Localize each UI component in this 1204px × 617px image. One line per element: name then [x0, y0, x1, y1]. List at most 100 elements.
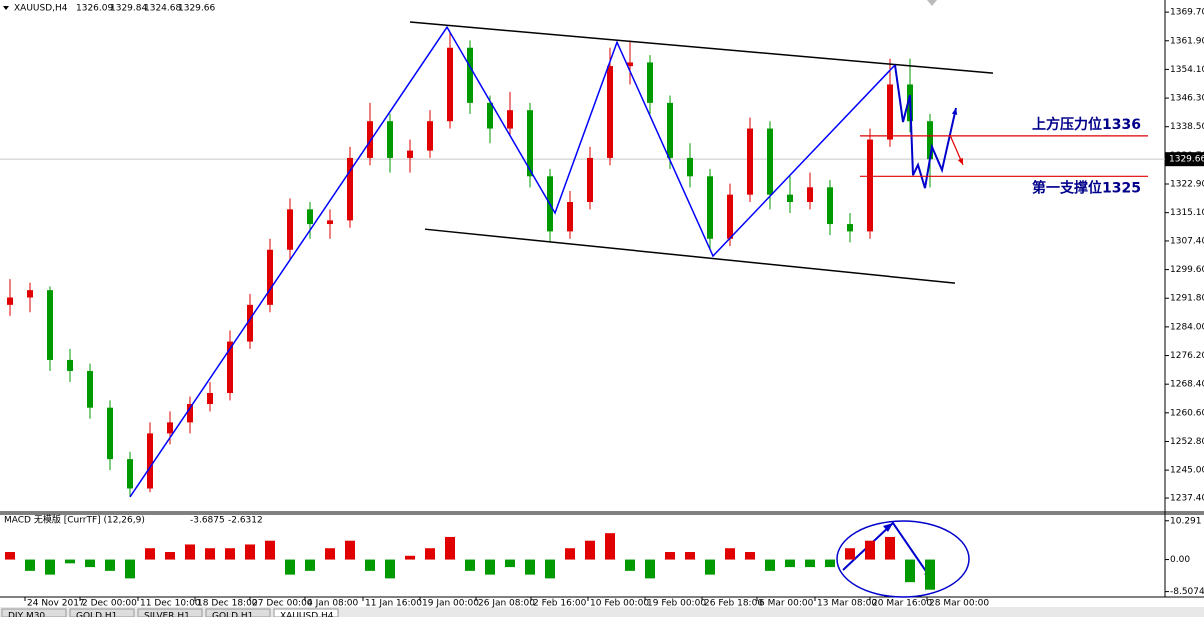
macd-bar [225, 548, 235, 560]
macd-bar [365, 559, 375, 571]
tab[interactable] [137, 608, 203, 617]
x-tick-label: 10 Feb 00:00 [590, 599, 649, 609]
macd-bar [385, 559, 395, 579]
macd-bar [325, 548, 335, 560]
tab-label[interactable]: GOLD,H1 [212, 612, 253, 617]
tab[interactable] [1, 608, 67, 617]
x-tick-label: 6 Mar 00:00 [759, 599, 814, 609]
candle-body [127, 459, 133, 489]
candle-body [527, 110, 533, 177]
macd-y-tick-label: -8.5074 [1170, 587, 1204, 597]
macd-bar [625, 559, 635, 571]
y-tick-label: 1268.40 [1170, 380, 1204, 390]
macd-bar [85, 559, 95, 568]
macd-bar [565, 548, 575, 560]
candle-body [387, 121, 393, 158]
candle-body [727, 194, 733, 239]
tab-label[interactable]: DJY,M30 [8, 612, 45, 617]
candle-body [687, 157, 693, 177]
candle-body [607, 66, 613, 158]
macd-bar [45, 559, 55, 575]
tab-label[interactable]: XAUUSD,H4 [280, 612, 334, 617]
candle-body [787, 194, 793, 203]
candle-body [367, 121, 373, 158]
candle-body [107, 407, 113, 460]
macd-bar [645, 559, 655, 579]
candle-body [147, 433, 153, 489]
header-value: 1326.09 [76, 4, 113, 14]
y-tick-label: 1307.40 [1170, 236, 1204, 246]
candle-body [87, 370, 93, 408]
macd-bar [605, 533, 615, 560]
macd-bar [5, 552, 15, 560]
y-tick-label: 1245.00 [1170, 466, 1204, 476]
tab[interactable] [205, 608, 271, 617]
candle-body [7, 297, 13, 305]
y-tick-label: 1354.10 [1170, 65, 1204, 75]
y-tick-label: 1260.60 [1170, 408, 1204, 418]
macd-bar [825, 559, 835, 568]
y-tick-label: 1338.50 [1170, 122, 1204, 132]
candle-body [67, 359, 73, 371]
candle-body [927, 121, 933, 160]
candle-body [347, 157, 353, 221]
macd-bar [745, 552, 755, 560]
y-tick-label: 1361.90 [1170, 36, 1204, 46]
candle-body [767, 128, 773, 195]
last-price-label: 1329.66 [1169, 155, 1204, 165]
macd-bar [785, 559, 795, 568]
macd-bar [465, 559, 475, 571]
candle-body [627, 62, 633, 67]
macd-bar [705, 559, 715, 575]
macd-bar [165, 552, 175, 560]
header-value: 1329.84 [110, 4, 147, 14]
x-tick-label: 11 Dec 10:00 [140, 599, 201, 609]
macd-readout: -2.6312 [228, 516, 263, 526]
candle-body [827, 187, 833, 225]
x-tick-label: 4 Jan 08:00 [307, 599, 359, 609]
macd-bar [25, 559, 35, 571]
candle-body [887, 84, 893, 140]
candle-body [807, 187, 813, 203]
candle-body [867, 139, 873, 232]
y-tick-label: 1237.40 [1170, 494, 1204, 504]
macd-bar [305, 559, 315, 571]
x-tick-label: 26 Feb 18:00 [704, 599, 763, 609]
macd-bar [125, 559, 135, 579]
tab[interactable] [69, 608, 135, 617]
forecast-line [894, 64, 957, 189]
macd-bar [905, 559, 915, 583]
x-tick-label: 26 Jan 08:00 [478, 599, 535, 609]
y-tick-label: 1276.20 [1170, 351, 1204, 361]
arrow-head [951, 107, 958, 115]
x-tick-label: 19 Jan 00:00 [422, 599, 479, 609]
x-tick-label: 13 Mar 08:00 [817, 599, 877, 609]
y-tick-label: 1299.60 [1170, 265, 1204, 275]
macd-bar [485, 559, 495, 575]
macd-bar [425, 548, 435, 560]
candle-body [247, 304, 253, 342]
tab-label[interactable]: GOLD,H1 [76, 612, 117, 617]
scroll-marker [927, 0, 937, 6]
macd-bar [585, 540, 595, 560]
menu-icon [3, 6, 9, 10]
macd-title: MACD 无模版 [CurrTF] (12,26,9) [4, 514, 145, 526]
candle-body [27, 290, 33, 298]
macd-bar [345, 540, 355, 560]
x-tick-label: 2 Dec 00:00 [82, 599, 137, 609]
tab-label[interactable]: SILVER,H1 [144, 612, 190, 617]
candle-body [307, 209, 313, 225]
macd-bar [865, 540, 875, 560]
y-tick-label: 1315.10 [1170, 208, 1204, 218]
macd-bar [545, 559, 555, 579]
tab[interactable] [273, 608, 339, 617]
candle-body [447, 47, 453, 122]
x-tick-label: 20 Mar 16:00 [872, 599, 932, 609]
level-label: 第一支撑位1325 [1032, 179, 1141, 196]
header-value: 1324.68 [144, 4, 181, 14]
candle-body [747, 128, 753, 195]
macd-bar [65, 559, 75, 564]
candle-body [207, 392, 213, 405]
y-tick-label: 1284.00 [1170, 322, 1204, 332]
